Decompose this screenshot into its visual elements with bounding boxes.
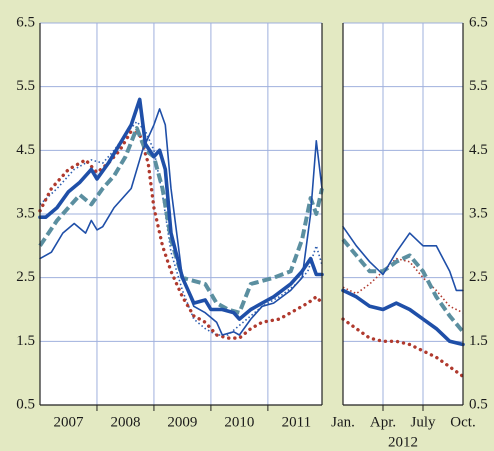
y-tick-label: 5.5 [469,78,488,94]
line-series [39,108,323,336]
x-tick-label: July [410,414,436,430]
y-tick-label: 2.5 [16,269,35,285]
x-tick-label: Jan. [331,414,355,430]
x-tick-label: 2007 [53,414,84,430]
y-tick-label: 4.5 [16,142,35,158]
x-tick-label: 2010 [224,414,254,430]
line-series [341,238,465,334]
line-series [39,120,323,336]
y-tick-label: 2.5 [469,269,488,285]
line-series [342,225,464,292]
y-tick-label: 1.5 [16,333,35,349]
x-tick-label: 2011 [282,414,311,430]
y-tick-label: 4.5 [469,142,488,158]
y-tick-label: 6.5 [16,14,35,30]
line-series [38,97,324,321]
x-tick-label: 2008 [110,414,140,430]
y-tick-label: 0.5 [16,396,35,412]
x-axis-label: 2012 [388,434,418,450]
y-tick-label: 3.5 [16,205,35,221]
x-tick-label: Oct. [450,414,475,430]
y-tick-label: 0.5 [469,396,488,412]
y-tick-label: 6.5 [469,14,488,30]
y-tick-label: 5.5 [16,78,35,94]
x-tick-label: 2009 [167,414,197,430]
line-series [38,129,324,340]
line-series [341,288,465,347]
y-tick-label: 1.5 [469,333,488,349]
x-tick-label: Apr. [370,414,396,430]
y-tick-label: 3.5 [469,205,488,221]
line-series [341,317,465,379]
